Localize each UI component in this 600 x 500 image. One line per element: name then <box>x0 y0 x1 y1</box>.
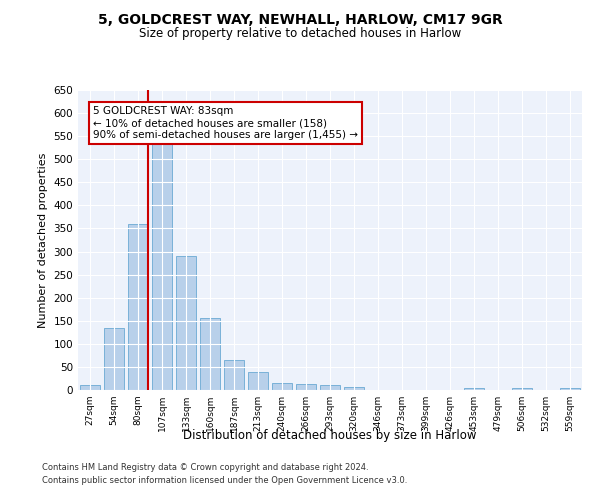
Bar <box>128 224 148 390</box>
Y-axis label: Number of detached properties: Number of detached properties <box>38 152 48 328</box>
Bar <box>272 382 292 390</box>
Text: 5 GOLDCREST WAY: 83sqm
← 10% of detached houses are smaller (158)
90% of semi-de: 5 GOLDCREST WAY: 83sqm ← 10% of detached… <box>93 106 358 140</box>
Text: Contains HM Land Registry data © Crown copyright and database right 2024.: Contains HM Land Registry data © Crown c… <box>42 464 368 472</box>
Bar <box>464 388 484 390</box>
Bar <box>248 372 268 390</box>
Text: Distribution of detached houses by size in Harlow: Distribution of detached houses by size … <box>183 428 477 442</box>
Bar <box>200 318 220 390</box>
Bar <box>560 388 580 390</box>
Text: Contains public sector information licensed under the Open Government Licence v3: Contains public sector information licen… <box>42 476 407 485</box>
Text: 5, GOLDCREST WAY, NEWHALL, HARLOW, CM17 9GR: 5, GOLDCREST WAY, NEWHALL, HARLOW, CM17 … <box>98 12 502 26</box>
Bar <box>296 384 316 390</box>
Bar <box>344 387 364 390</box>
Bar <box>80 386 100 390</box>
Bar <box>224 360 244 390</box>
Bar <box>512 388 532 390</box>
Bar <box>176 256 196 390</box>
Text: Size of property relative to detached houses in Harlow: Size of property relative to detached ho… <box>139 28 461 40</box>
Bar <box>320 386 340 390</box>
Bar <box>152 143 172 390</box>
Bar <box>104 328 124 390</box>
